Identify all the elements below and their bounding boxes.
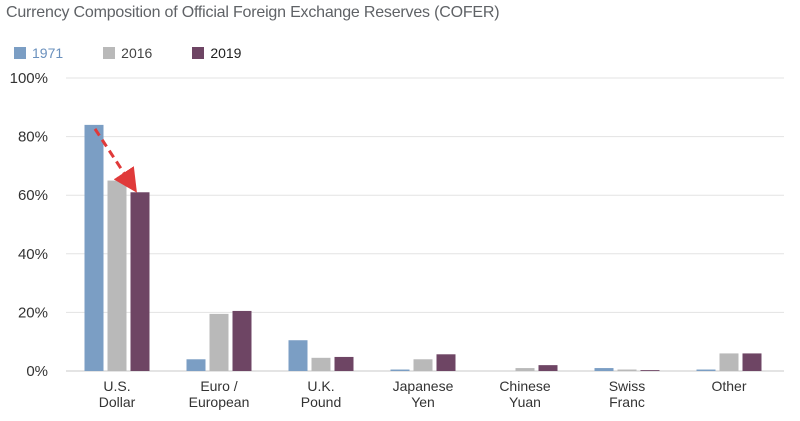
bar-2016-6 bbox=[719, 353, 739, 371]
x-tick-label: Pound bbox=[301, 394, 341, 410]
x-tick-label: Yen bbox=[411, 394, 435, 410]
y-tick-label: 0% bbox=[26, 363, 48, 380]
bar-2019-0 bbox=[130, 192, 150, 371]
bar-2019-1 bbox=[232, 310, 252, 371]
bar-2019-5 bbox=[640, 370, 660, 371]
chart-title: Currency Composition of Official Foreign… bbox=[6, 4, 500, 21]
x-tick-label: U.K. bbox=[307, 378, 334, 394]
legend-item-2019: 2019 bbox=[192, 45, 241, 61]
y-tick-label: 60% bbox=[18, 187, 48, 204]
y-tick-label: 80% bbox=[18, 129, 48, 146]
legend-item-1971: 1971 bbox=[14, 45, 63, 61]
x-tick-label: Other bbox=[711, 378, 746, 394]
legend-swatch bbox=[192, 47, 205, 59]
legend: 1971 2016 2019 bbox=[14, 44, 281, 62]
x-tick-label: Franc bbox=[609, 394, 645, 410]
bar-2016-1 bbox=[209, 313, 229, 371]
x-tick-label: Chinese bbox=[499, 378, 551, 394]
bar-2016-3 bbox=[413, 359, 433, 371]
x-tick-label: Euro / bbox=[200, 378, 237, 394]
bar-2016-0 bbox=[107, 180, 127, 371]
y-tick-label: 40% bbox=[18, 246, 48, 263]
legend-item-2016: 2016 bbox=[103, 45, 152, 61]
legend-swatch bbox=[103, 47, 116, 59]
y-tick-label: 100% bbox=[10, 70, 48, 87]
bar-2019-4 bbox=[538, 365, 558, 371]
bar-1971-3 bbox=[390, 369, 410, 371]
bar-1971-5 bbox=[594, 368, 614, 371]
x-tick-label: Yuan bbox=[509, 394, 541, 410]
bar-1971-6 bbox=[696, 369, 716, 371]
x-tick-label: Japanese bbox=[393, 378, 454, 394]
legend-label: 2019 bbox=[210, 45, 242, 61]
legend-label: 2016 bbox=[121, 45, 153, 61]
bar-1971-1 bbox=[186, 359, 206, 371]
y-tick-label: 20% bbox=[18, 304, 48, 321]
bar-2019-3 bbox=[436, 354, 456, 371]
x-tick-label: U.S. bbox=[103, 378, 130, 394]
bar-2016-5 bbox=[617, 369, 637, 371]
bar-2019-6 bbox=[742, 353, 762, 371]
trend-arrow bbox=[93, 128, 137, 193]
legend-swatch bbox=[14, 47, 26, 59]
bar-2016-2 bbox=[311, 357, 331, 371]
bar-2019-2 bbox=[334, 356, 354, 371]
x-tick-label: Dollar bbox=[99, 394, 136, 410]
bar-1971-2 bbox=[288, 340, 308, 371]
x-tick-label: Swiss bbox=[609, 378, 646, 394]
x-tick-label: European bbox=[189, 394, 250, 410]
legend-label: 1971 bbox=[32, 45, 64, 61]
bar-1971-0 bbox=[84, 124, 104, 371]
bar-2016-4 bbox=[515, 368, 535, 371]
